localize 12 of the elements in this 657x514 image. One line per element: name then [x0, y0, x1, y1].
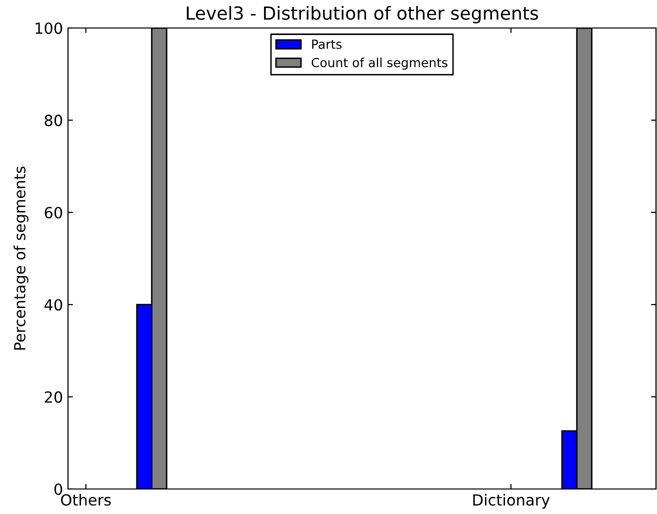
x-tick-label: Dictionary — [473, 494, 550, 509]
y-tick-label: 100 — [36, 22, 62, 34]
y-tick-label: 20 — [44, 391, 62, 403]
y-tick-label: 80 — [44, 114, 62, 126]
legend-label: Count of all segments — [312, 58, 448, 70]
y-axis-title: Percentage of segments — [14, 166, 28, 350]
y-tick-label: 60 — [44, 206, 62, 218]
y-tick-label: 40 — [44, 299, 62, 311]
y-tick-label: 0 — [54, 483, 62, 496]
legend-label: Parts — [312, 40, 342, 49]
chart-title: Level3 - Distribution of other segments — [186, 6, 538, 24]
x-tick-label: Others — [61, 494, 111, 506]
